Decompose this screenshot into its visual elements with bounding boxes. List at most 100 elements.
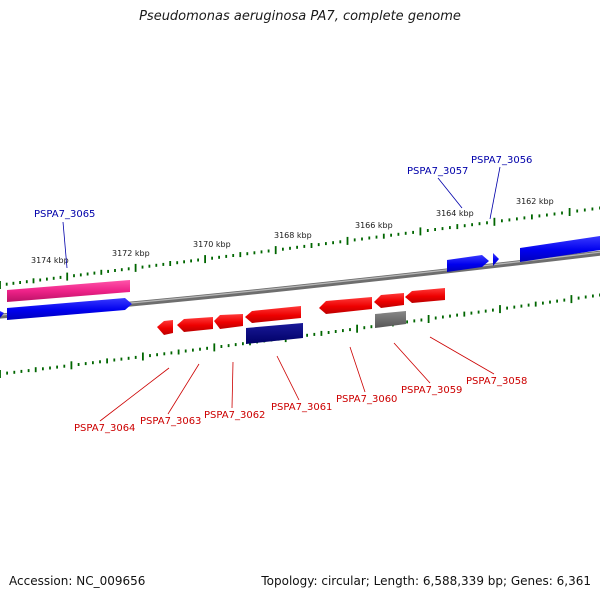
outer-kbp-tick <box>86 272 89 276</box>
inner-kbp-tick <box>92 361 94 365</box>
callout-line-pspa7-3057 <box>437 177 463 209</box>
outer-kbp-tick <box>471 223 473 227</box>
inner-kbp-tick <box>584 295 587 299</box>
inner-kbp-tick <box>163 352 166 356</box>
callout-line-pspa7-3060 <box>349 346 366 393</box>
inner-kbp-tick <box>84 362 87 366</box>
gene-forward-right[interactable] <box>520 236 600 262</box>
gene-pink-feature[interactable] <box>7 280 130 302</box>
outer-kbp-tick <box>434 228 436 231</box>
scale-label-3164: 3164 kbp <box>436 209 474 218</box>
label-pspa7-3060[interactable]: PSPA7_3060 <box>336 394 397 405</box>
outer-kbp-tick <box>390 233 392 237</box>
outer-kbp-tick <box>66 272 69 281</box>
outer-kbp-tick <box>246 252 249 256</box>
outer-kbp-tick <box>232 254 235 257</box>
gene-pspa7-3062[interactable] <box>214 314 243 329</box>
outer-kbp-tick <box>155 263 158 267</box>
inner-kbp-tick <box>227 344 230 348</box>
outer-kbp-tick <box>546 213 548 217</box>
inner-kbp-tick <box>142 352 144 361</box>
gene-forward-left-arrow[interactable] <box>7 298 132 320</box>
outer-kbp-tick <box>531 214 533 220</box>
gene-pspa7-3059[interactable] <box>374 293 404 308</box>
outer-kbp-tick <box>296 245 298 249</box>
outer-kbp-tick <box>5 282 8 286</box>
gene-pspa7-3064[interactable] <box>157 320 173 335</box>
outer-kbp-tick <box>59 275 62 279</box>
outer-kbp-tick <box>225 254 228 258</box>
gene-pspa7-3060[interactable] <box>319 297 372 314</box>
inner-kbp-tick <box>513 305 516 309</box>
outer-kbp-tick <box>0 281 1 289</box>
label-pspa7-3063[interactable]: PSPA7_3063 <box>140 416 201 427</box>
inner-kbp-tick <box>206 346 208 350</box>
outer-kbp-tick <box>553 212 556 216</box>
scale-label-3172: 3172 kbp <box>112 249 150 258</box>
outer-kbp-tick <box>561 211 563 215</box>
inner-kbp-tick <box>42 367 44 371</box>
callout-line-pspa7-3059 <box>393 342 431 384</box>
map-title: Pseudomonas aeruginosa PA7, complete gen… <box>139 9 461 24</box>
outer-kbp-tick <box>32 278 35 284</box>
gene-pspa7-3058[interactable] <box>405 288 445 303</box>
callout-line-pspa7-3065 <box>62 221 68 269</box>
outer-kbp-tick <box>361 237 363 241</box>
callout-line-pspa7-3062 <box>231 361 234 409</box>
inner-kbp-tick <box>106 358 108 364</box>
callout-line-pspa7-3064 <box>99 367 170 422</box>
inner-kbp-tick <box>420 318 423 322</box>
scale-label-3170: 3170 kbp <box>193 240 231 249</box>
gene-pspa7-3061[interactable] <box>245 306 301 323</box>
outer-kbp-tick <box>591 207 594 211</box>
outer-kbp-tick <box>303 244 306 248</box>
label-pspa7-3057[interactable]: PSPA7_3057 <box>407 166 468 177</box>
label-pspa7-3056[interactable]: PSPA7_3056 <box>471 155 532 166</box>
outer-kbp-tick <box>100 269 103 275</box>
gene-pspa7-3057[interactable] <box>447 255 489 272</box>
label-pspa7-3062[interactable]: PSPA7_3062 <box>204 410 265 421</box>
inner-kbp-tick <box>470 311 473 315</box>
gene-pspa7-3063[interactable] <box>177 317 213 332</box>
outer-kbp-tick <box>169 261 172 266</box>
label-pspa7-3059[interactable]: PSPA7_3059 <box>401 385 462 396</box>
inner-kbp-tick <box>534 301 537 307</box>
gene-gray-feature[interactable] <box>375 311 406 328</box>
inner-kbp-tick <box>427 315 430 323</box>
outer-kbp-tick <box>197 258 199 262</box>
outer-kbp-tick <box>397 232 400 236</box>
inner-kbp-tick <box>0 370 1 378</box>
inner-kbp-tick <box>27 369 30 373</box>
inner-kbp-tick <box>520 304 523 308</box>
accession-text: Accession: NC_009656 <box>9 574 146 588</box>
label-pspa7-3058[interactable]: PSPA7_3058 <box>466 376 527 387</box>
gene-navy-feature[interactable] <box>246 323 303 344</box>
inner-kbp-tick <box>6 371 8 375</box>
label-pspa7-3064[interactable]: PSPA7_3064 <box>74 423 135 434</box>
outer-kbp-tick <box>508 218 511 222</box>
inner-kbp-tick <box>506 306 508 310</box>
outer-kbp-tick <box>368 236 371 240</box>
inner-kbp-tick <box>313 332 316 336</box>
outer-kbp-tick <box>478 222 481 226</box>
inner-kbp-tick <box>577 296 580 300</box>
gene-pspa7-3056[interactable] <box>493 253 499 266</box>
inner-kbp-tick <box>49 366 51 370</box>
outer-kbp-tick <box>317 243 320 247</box>
inner-kbp-tick <box>120 357 123 361</box>
inner-kbp-tick <box>456 313 458 317</box>
outer-kbp-tick <box>583 208 586 212</box>
inner-kbp-tick <box>113 358 116 362</box>
label-pspa7-3061[interactable]: PSPA7_3061 <box>271 402 332 413</box>
inner-kbp-tick <box>34 367 37 373</box>
outer-kbp-tick <box>501 219 503 223</box>
inner-kbp-tick <box>320 330 323 336</box>
label-pspa7-3065[interactable]: PSPA7_3065 <box>34 209 95 220</box>
callout-line-pspa7-3061 <box>276 355 300 401</box>
outer-kbp-tick <box>332 241 334 245</box>
inner-kbp-tick <box>556 299 558 303</box>
outer-kbp-tick <box>310 243 313 248</box>
inner-kbp-tick <box>170 351 173 355</box>
gene-forward-left-edge[interactable] <box>0 311 4 318</box>
